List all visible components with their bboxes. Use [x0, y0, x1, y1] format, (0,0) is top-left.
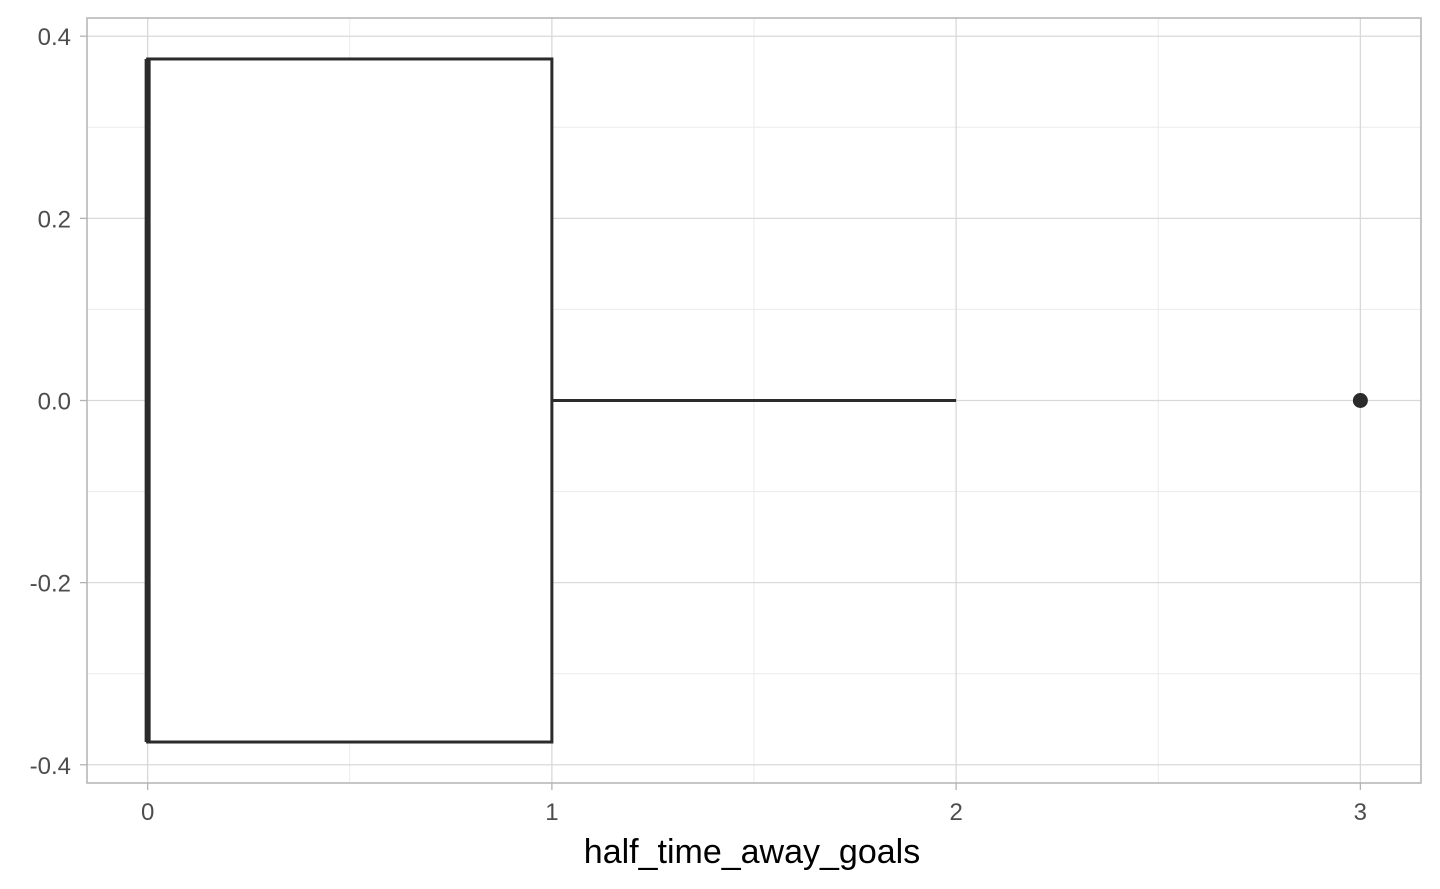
x-tick-label: 1	[545, 799, 558, 826]
y-tick-label: 0.0	[38, 389, 71, 416]
y-tick-label: -0.4	[30, 753, 71, 780]
y-tick-label: 0.2	[38, 206, 71, 233]
axis-ticks	[80, 35, 1362, 790]
outlier-point	[1352, 393, 1368, 408]
y-axis-tick-labels: 0.4 0.2 0.0 -0.2 -0.4	[30, 24, 71, 780]
x-tick-label: 0	[141, 799, 154, 826]
boxplot-marks	[144, 57, 1368, 744]
x-tick-label: 3	[1354, 799, 1367, 826]
y-tick-label: -0.2	[30, 571, 71, 598]
x-axis-title: half_time_away_goals	[584, 833, 920, 871]
y-tick-label: 0.4	[38, 24, 71, 51]
iqr-box	[146, 57, 554, 744]
x-axis-tick-labels: 0 1 2 3	[141, 799, 1367, 826]
x-tick-label: 2	[949, 799, 962, 826]
